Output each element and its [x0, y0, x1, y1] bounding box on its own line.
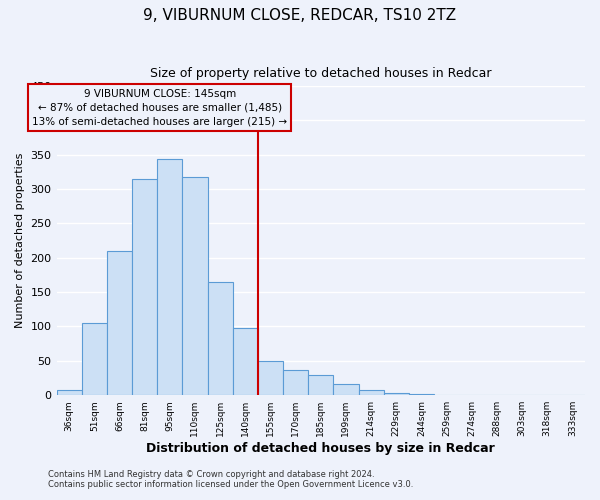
- Bar: [409, 394, 434, 395]
- Text: 9, VIBURNUM CLOSE, REDCAR, TS10 2TZ: 9, VIBURNUM CLOSE, REDCAR, TS10 2TZ: [143, 8, 457, 22]
- Bar: [182, 176, 208, 395]
- Bar: [107, 251, 132, 395]
- Bar: [132, 178, 157, 395]
- Bar: [359, 390, 383, 395]
- Bar: [233, 328, 258, 395]
- Bar: [383, 393, 409, 395]
- Text: 9 VIBURNUM CLOSE: 145sqm
← 87% of detached houses are smaller (1,485)
13% of sem: 9 VIBURNUM CLOSE: 145sqm ← 87% of detach…: [32, 88, 287, 126]
- Bar: [308, 376, 334, 395]
- Bar: [283, 370, 308, 395]
- Bar: [157, 158, 182, 395]
- Bar: [208, 282, 233, 395]
- Text: Contains HM Land Registry data © Crown copyright and database right 2024.
Contai: Contains HM Land Registry data © Crown c…: [48, 470, 413, 489]
- Bar: [82, 323, 107, 395]
- Bar: [258, 361, 283, 395]
- Bar: [334, 384, 359, 395]
- Y-axis label: Number of detached properties: Number of detached properties: [15, 153, 25, 328]
- X-axis label: Distribution of detached houses by size in Redcar: Distribution of detached houses by size …: [146, 442, 495, 455]
- Bar: [434, 394, 459, 395]
- Bar: [56, 390, 82, 395]
- Title: Size of property relative to detached houses in Redcar: Size of property relative to detached ho…: [150, 68, 491, 80]
